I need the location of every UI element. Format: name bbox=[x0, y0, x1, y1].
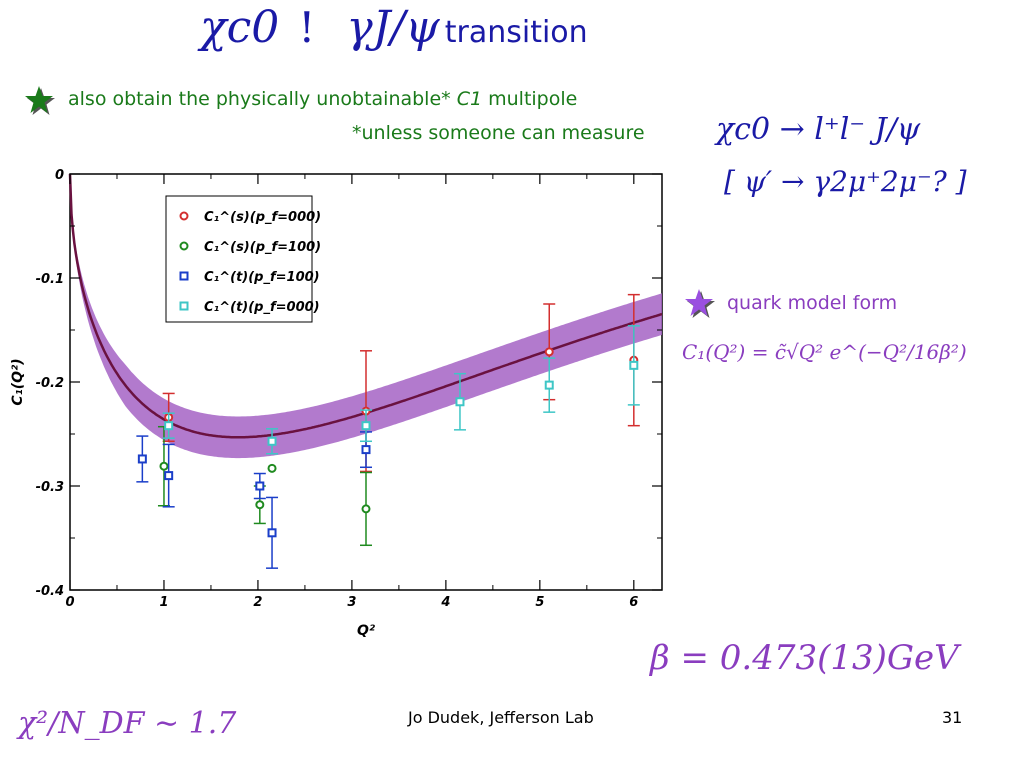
star-icon bbox=[685, 289, 715, 318]
data-point-1 bbox=[360, 471, 372, 547]
x-tick-label: 4 bbox=[440, 595, 450, 610]
title-gamma-jpsi: γJ/ψ bbox=[346, 2, 440, 53]
axis-ticks: 0 1 2 3 4 5 6 0 -0.1 -0.2 -0.3 -0.4 bbox=[36, 168, 662, 610]
x-tick-label: 2 bbox=[253, 595, 262, 610]
point-marker bbox=[164, 421, 174, 431]
star-icon bbox=[25, 86, 55, 115]
footer-author: Jo Dudek, Jefferson Lab bbox=[408, 708, 594, 727]
legend-label: C₁^(s)(p_f=100) bbox=[204, 240, 321, 255]
title-transition: transition bbox=[444, 15, 588, 50]
point-marker bbox=[164, 471, 174, 481]
y-tick-label: -0.4 bbox=[36, 584, 64, 599]
bullet-c1-symbol: C1 bbox=[456, 88, 483, 110]
chi2-ndf: χ²/N_DF ∼ 1.7 bbox=[18, 706, 237, 741]
formula-decay: χc0 → l⁺l⁻ J/ψ bbox=[716, 112, 921, 147]
legend-entry: C₁^(s)(p_f=000) bbox=[179, 210, 321, 225]
legend-box bbox=[165, 195, 313, 323]
point-marker bbox=[255, 500, 265, 510]
bullet-c1-text-b: multipole bbox=[488, 88, 578, 110]
x-tick-label: 1 bbox=[159, 595, 168, 610]
bullet-c1-text-a: also obtain the physically unobtainable* bbox=[68, 88, 451, 110]
legend-entry: C₁^(s)(p_f=100) bbox=[179, 240, 321, 255]
x-axis-label: Q² bbox=[357, 623, 376, 639]
point-marker bbox=[267, 463, 277, 473]
legend: C₁^(s)(p_f=000) C₁^(s)(p_f=100) C₁^(t)(p_f… bbox=[165, 195, 321, 323]
point-marker bbox=[267, 436, 277, 446]
y-tick-label: -0.1 bbox=[36, 272, 64, 287]
x-tick-label: 3 bbox=[347, 595, 356, 610]
legend-marker bbox=[179, 271, 189, 281]
data-point-2 bbox=[136, 435, 149, 483]
slide-title: χc0 ! γJ/ψ transition bbox=[200, 2, 588, 53]
data-point-3 bbox=[453, 372, 466, 431]
legend-marker bbox=[179, 211, 189, 221]
y-tick-label: -0.3 bbox=[36, 480, 64, 495]
page-number: 31 bbox=[942, 708, 963, 727]
point-marker bbox=[361, 504, 371, 514]
beta-result: β = 0.473(13)GeV bbox=[650, 638, 959, 678]
point-marker bbox=[629, 360, 639, 370]
y-axis-label: C₁(Q²) bbox=[10, 358, 26, 405]
y-tick-label: 0 bbox=[55, 168, 64, 183]
point-marker bbox=[361, 421, 371, 431]
data-point-3 bbox=[360, 409, 372, 443]
title-bang: ! bbox=[298, 3, 316, 52]
point-marker bbox=[361, 445, 371, 455]
data-point-1 bbox=[267, 463, 277, 473]
formula-bracket: [ ψ′ → γ2μ⁺2μ⁻? ] bbox=[724, 165, 967, 198]
formula-quark-model: C₁(Q²) = c̃√Q² e^(−Q²/16β²) bbox=[682, 340, 967, 364]
x-tick-label: 0 bbox=[65, 595, 74, 610]
legend-label: C₁^(t)(p_f=000) bbox=[204, 300, 320, 315]
legend-entry: C₁^(t)(p_f=100) bbox=[179, 270, 320, 285]
c1-vs-q2-chart: 0 1 2 3 4 5 6 0 -0.1 -0.2 -0.3 -0.4 Q² C₁(Q²) C₁^(s… bbox=[10, 168, 663, 639]
legend-entry: C₁^(t)(p_f=000) bbox=[179, 300, 320, 315]
title-chi-c0: χc0 bbox=[200, 2, 280, 53]
data-point-3 bbox=[162, 412, 175, 439]
data-points bbox=[136, 293, 640, 569]
legend-marker bbox=[179, 241, 189, 251]
point-marker bbox=[455, 397, 465, 407]
point-marker bbox=[544, 380, 554, 390]
point-marker bbox=[267, 528, 277, 538]
point-marker bbox=[255, 481, 265, 491]
legend-marker bbox=[179, 301, 189, 311]
footnote: *unless someone can measure bbox=[352, 122, 645, 144]
data-point-2 bbox=[253, 472, 266, 500]
x-tick-label: 6 bbox=[629, 595, 638, 610]
data-point-2 bbox=[266, 496, 279, 569]
data-point-2 bbox=[162, 443, 175, 508]
data-point-3 bbox=[266, 428, 279, 455]
legend-label: C₁^(t)(p_f=100) bbox=[204, 270, 320, 285]
point-marker bbox=[544, 347, 554, 357]
x-tick-label: 5 bbox=[535, 595, 544, 610]
data-point-3 bbox=[543, 357, 556, 413]
point-marker bbox=[137, 454, 147, 464]
data-point-3 bbox=[627, 325, 640, 406]
bullet-quark-model: quark model form bbox=[727, 292, 898, 314]
bullet-c1-multipole: also obtain the physically unobtainable*… bbox=[68, 88, 577, 110]
y-tick-label: -0.2 bbox=[36, 376, 64, 391]
point-marker bbox=[159, 461, 169, 471]
legend-label: C₁^(s)(p_f=000) bbox=[204, 210, 321, 225]
